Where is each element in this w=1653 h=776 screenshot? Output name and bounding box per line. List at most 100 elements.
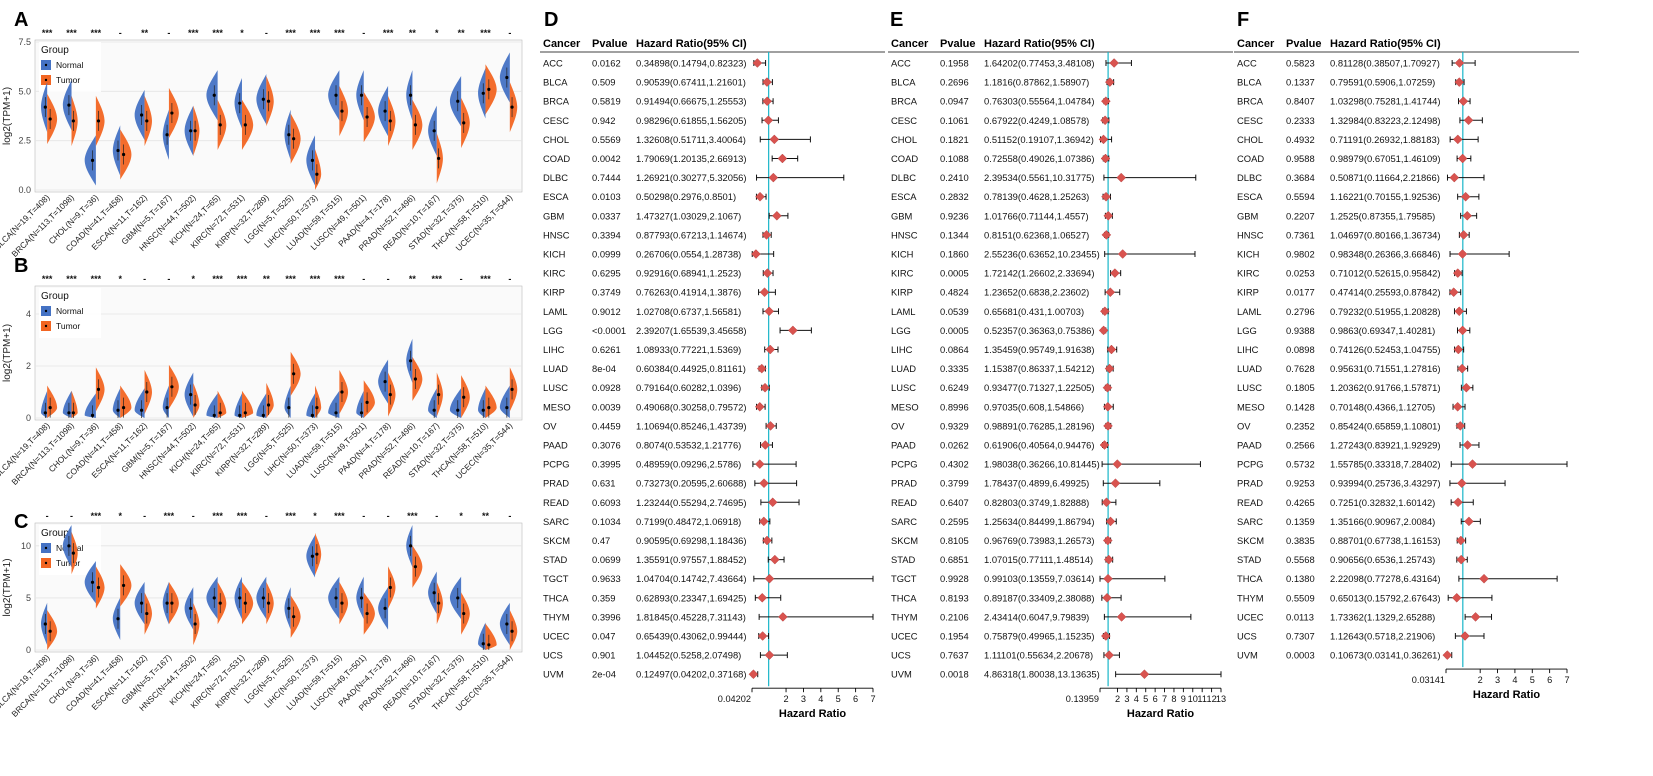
median-dot <box>462 121 466 125</box>
significance-label: - <box>167 28 170 38</box>
row-cancer-label: PCPG <box>543 459 570 470</box>
hazard-ratio-point <box>1452 268 1463 278</box>
row-pvalue: 0.359 <box>592 592 615 603</box>
row-cancer-label: THYM <box>543 611 570 622</box>
row-hazard-ratio-text: 1.79069(1.20135,2.66913) <box>636 153 747 164</box>
hazard-ratio-point <box>752 58 763 68</box>
row-hazard-ratio-text: 0.60384(0.44925,0.81161) <box>636 363 746 374</box>
row-pvalue: 0.3749 <box>592 287 621 298</box>
median-dot <box>359 411 364 415</box>
hazard-ratio-point <box>1455 421 1466 431</box>
row-cancer-label: UVM <box>891 669 912 680</box>
legend-entry-normal: Normal <box>56 60 84 70</box>
violin-half-tumor <box>412 99 423 151</box>
median-dot <box>165 406 169 410</box>
median-dot <box>388 585 392 590</box>
row-cancer-label: KICH <box>543 249 565 260</box>
row-cancer-label: SARC <box>543 516 569 527</box>
significance-label: * <box>118 274 122 284</box>
row-hazard-ratio-text: 0.88701(0.67738,1.16153) <box>1330 535 1441 546</box>
row-pvalue: 0.3995 <box>592 459 621 470</box>
row-cancer-label: LUAD <box>543 363 568 374</box>
row-hazard-ratio-text: 1.47327(1.03029,2.1067) <box>636 210 741 221</box>
violin-half-normal <box>499 52 510 103</box>
x-tick-label: 6 <box>1153 694 1158 704</box>
row-pvalue: 0.9928 <box>940 573 969 584</box>
row-cancer-label: KICH <box>891 249 913 260</box>
median-dot <box>261 97 265 101</box>
median-dot <box>218 123 222 127</box>
row-cancer-label: LUSC <box>1237 382 1262 393</box>
violin-half-normal <box>184 105 194 156</box>
hazard-ratio-point <box>1139 669 1150 679</box>
row-hazard-ratio-text: 0.7251(0.32832,1.60142) <box>1330 497 1435 508</box>
median-dot <box>437 601 441 605</box>
median-dot <box>292 137 296 141</box>
violin-panel-a: A 0.0 2.5 5.0 7.5 log2(TPM+1) Group Normal Tumor… <box>0 9 523 259</box>
row-hazard-ratio-text: 0.95631(0.71551,1.27816) <box>1330 363 1441 374</box>
row-cancer-label: DLBC <box>891 172 916 183</box>
median-dot <box>193 403 197 407</box>
row-pvalue: 0.6295 <box>592 268 621 279</box>
row-cancer-label: TGCT <box>543 573 569 584</box>
row-hazard-ratio-text: 0.65681(0.431,1.00703) <box>984 306 1084 317</box>
median-dot <box>189 606 193 610</box>
hazard-ratio-point <box>762 535 772 546</box>
row-pvalue: 0.2595 <box>940 516 969 527</box>
row-hazard-ratio-text: 1.32984(0.83223,2.12498) <box>1330 115 1441 126</box>
x-tick-label: 9 <box>1181 694 1186 704</box>
violin-half-normal <box>499 385 510 418</box>
median-dot <box>170 111 174 115</box>
row-pvalue: 0.1428 <box>1286 401 1315 412</box>
hazard-ratio-point <box>1479 573 1489 584</box>
row-cancer-label: PRAD <box>543 478 569 489</box>
row-cancer-label: UCEC <box>1237 611 1264 622</box>
violin-half-normal <box>428 105 437 156</box>
column-header-pvalue: Pvalue <box>592 38 627 50</box>
hazard-ratio-point <box>1467 459 1478 469</box>
significance-label: *** <box>91 28 102 38</box>
row-cancer-label: SKCM <box>1237 535 1264 546</box>
row-pvalue: 0.4459 <box>592 420 621 431</box>
hazard-ratio-point <box>1449 172 1460 183</box>
median-dot <box>487 87 491 91</box>
x-tick-label: 6 <box>853 694 858 704</box>
row-pvalue: 0.9588 <box>1286 153 1315 164</box>
violin-half-tumor <box>47 93 58 145</box>
hazard-ratio-point <box>1116 172 1127 183</box>
median-dot <box>310 158 315 162</box>
violin-half-tumor <box>95 566 105 609</box>
row-cancer-label: CHOL <box>1237 134 1263 145</box>
column-header-cancer: Cancer <box>891 38 929 50</box>
hazard-ratio-point <box>767 497 778 508</box>
median-dot <box>340 390 344 394</box>
hazard-ratio-point <box>1453 344 1464 355</box>
violin-half-normal <box>356 390 364 418</box>
row-hazard-ratio-text: 0.90656(0.6536,1.25743) <box>1330 554 1435 565</box>
row-pvalue: 0.1954 <box>940 631 969 642</box>
significance-label: - <box>387 511 390 521</box>
hazard-ratio-point <box>1464 516 1474 527</box>
column-header-pvalue: Pvalue <box>940 38 975 50</box>
significance-label: * <box>435 28 439 38</box>
median-dot <box>292 372 296 376</box>
legend-entry-tumor: Tumor <box>56 558 80 568</box>
hazard-ratio-point <box>1454 58 1465 68</box>
row-pvalue: 0.1344 <box>940 229 969 240</box>
row-hazard-ratio-text: 0.50871(0.11664,2.21866) <box>1330 172 1440 183</box>
hazard-ratio-point <box>1105 516 1116 527</box>
y-tick-label: 5.0 <box>18 86 31 96</box>
median-dot <box>292 615 296 619</box>
significance-label: *** <box>310 274 321 284</box>
row-hazard-ratio-text: 0.65013(0.15792,2.67643) <box>1330 592 1441 603</box>
row-cancer-label: BLCA <box>543 77 568 88</box>
row-hazard-ratio-text: 0.62893(0.23347,1.69425) <box>636 592 747 603</box>
violin-panel-b: B024log2(TPM+1)GroupNormalTumor***BLCA(N… <box>0 255 523 487</box>
row-cancer-label: UCEC <box>543 631 570 642</box>
significance-label: ** <box>263 274 271 284</box>
row-hazard-ratio-text: 0.76263(0.41914,1.3876) <box>636 287 741 298</box>
row-pvalue: 0.7637 <box>940 650 969 661</box>
significance-label: - <box>362 274 365 284</box>
row-pvalue: 0.6093 <box>592 497 621 508</box>
row-pvalue: 0.4265 <box>1286 497 1315 508</box>
